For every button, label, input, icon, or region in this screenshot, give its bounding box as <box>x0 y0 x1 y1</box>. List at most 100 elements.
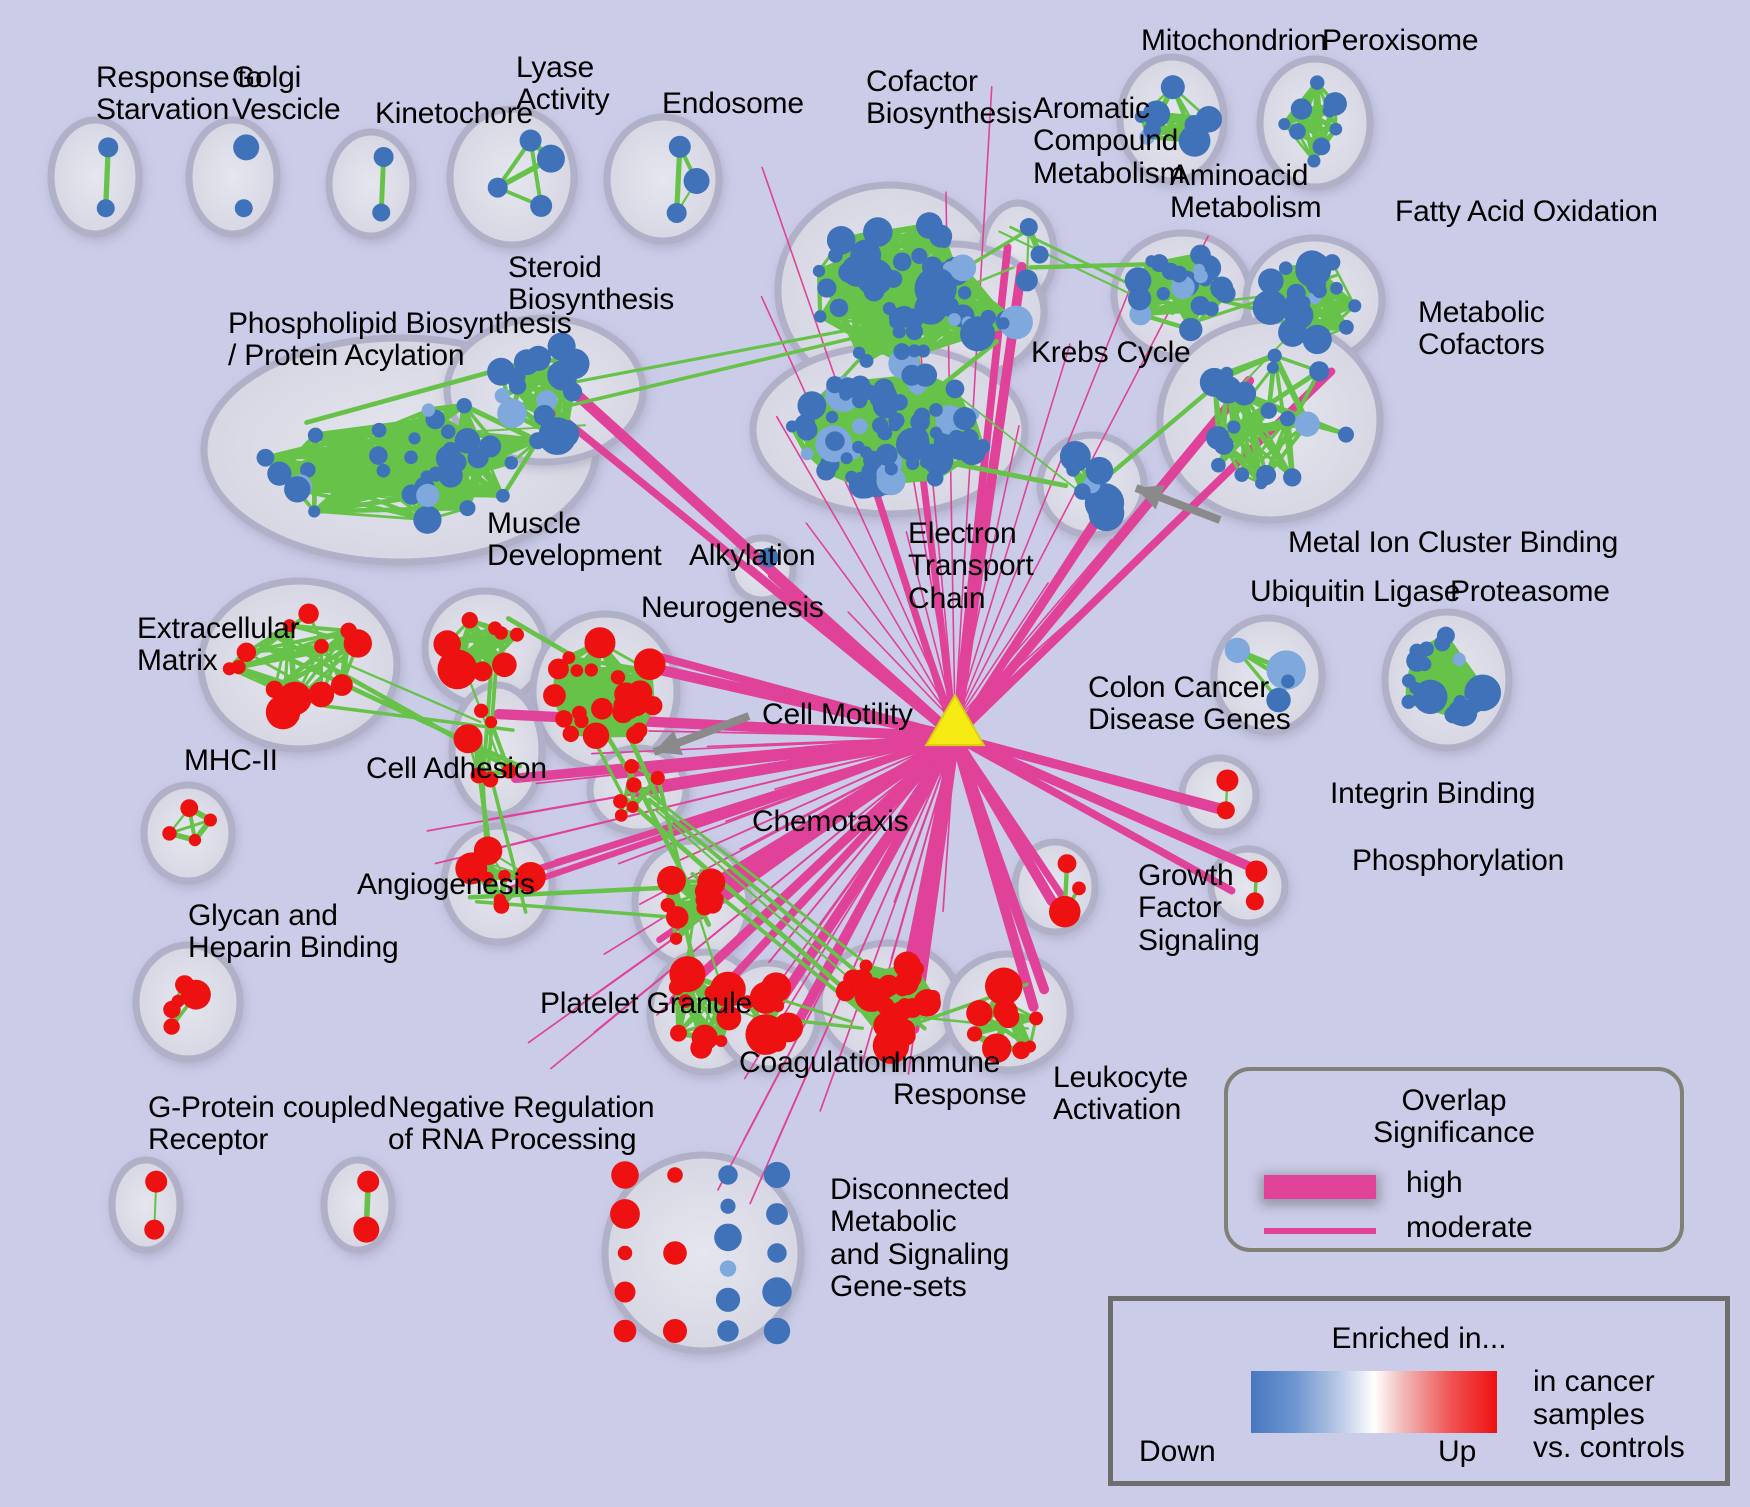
gene-set-node[interactable] <box>891 394 908 411</box>
gene-set-node[interactable] <box>852 440 865 454</box>
disconnected-gene-set-node[interactable] <box>717 1320 739 1342</box>
gene-set-node[interactable] <box>1409 643 1425 659</box>
gene-set-node[interactable] <box>878 279 891 292</box>
gene-set-node[interactable] <box>1447 699 1474 726</box>
gene-set-node[interactable] <box>180 799 199 818</box>
gene-set-node[interactable] <box>234 199 253 218</box>
gene-set-node[interactable] <box>668 135 691 158</box>
disconnected-gene-set-node[interactable] <box>613 1319 637 1343</box>
gene-set-node[interactable] <box>670 1024 687 1042</box>
gene-set-node[interactable] <box>913 363 938 387</box>
gene-set-node[interactable] <box>1048 895 1081 928</box>
gene-set-node[interactable] <box>691 1024 718 1051</box>
gene-set-node[interactable] <box>911 247 928 265</box>
gene-set-node[interactable] <box>1278 118 1291 131</box>
gene-set-node[interactable] <box>340 622 357 640</box>
gene-set-node[interactable] <box>145 1170 168 1193</box>
gene-set-node[interactable] <box>562 382 583 402</box>
gene-set-node[interactable] <box>404 450 418 465</box>
gene-set-node[interactable] <box>761 972 792 1003</box>
gene-set-node[interactable] <box>163 1018 180 1035</box>
gene-set-node[interactable] <box>694 881 715 902</box>
gene-set-node[interactable] <box>408 432 421 445</box>
gene-set-node[interactable] <box>509 627 524 642</box>
gene-set-node[interactable] <box>1401 694 1416 709</box>
gene-set-node[interactable] <box>175 975 195 995</box>
gene-set-node[interactable] <box>900 966 922 988</box>
gene-set-node[interactable] <box>914 267 957 310</box>
gene-set-node[interactable] <box>892 325 906 339</box>
gene-set-node[interactable] <box>353 1216 380 1243</box>
gene-set-node[interactable] <box>421 403 436 417</box>
gene-set-node[interactable] <box>203 813 217 827</box>
gene-set-node[interactable] <box>435 445 462 472</box>
gene-set-node[interactable] <box>1085 456 1114 485</box>
gene-set-node[interactable] <box>923 445 954 476</box>
disconnected-gene-set-node[interactable] <box>663 1241 687 1265</box>
gene-set-node[interactable] <box>555 710 573 728</box>
gene-set-node[interactable] <box>1160 75 1185 100</box>
gene-set-node[interactable] <box>308 681 335 708</box>
gene-set-node[interactable] <box>999 1009 1013 1022</box>
gene-set-node[interactable] <box>570 664 584 677</box>
gene-set-node[interactable] <box>650 770 665 786</box>
disconnected-gene-set-node[interactable] <box>763 1317 791 1345</box>
disconnected-gene-set-node[interactable] <box>766 1203 788 1225</box>
gene-set-node[interactable] <box>859 353 874 368</box>
gene-set-node[interactable] <box>1211 457 1226 473</box>
gene-set-node[interactable] <box>1023 1040 1037 1053</box>
disconnected-gene-set-node[interactable] <box>767 1243 787 1263</box>
gene-set-node[interactable] <box>1452 652 1466 666</box>
gene-set-node[interactable] <box>1184 115 1205 135</box>
gene-set-node[interactable] <box>372 203 391 222</box>
gene-set-node[interactable] <box>957 286 972 300</box>
gene-set-node[interactable] <box>893 343 911 360</box>
gene-set-node[interactable] <box>1210 276 1234 300</box>
gene-set-node[interactable] <box>1330 281 1343 295</box>
gene-set-node[interactable] <box>892 252 912 272</box>
gene-set-node[interactable] <box>233 134 260 161</box>
gene-set-node[interactable] <box>236 642 257 663</box>
gene-set-node[interactable] <box>584 627 616 659</box>
gene-set-node[interactable] <box>826 225 856 255</box>
gene-set-node[interactable] <box>371 422 387 438</box>
gene-set-node[interactable] <box>626 800 639 813</box>
disconnected-gene-set-node[interactable] <box>663 1319 687 1343</box>
gene-set-node[interactable] <box>1469 699 1483 713</box>
gene-set-node[interactable] <box>144 1219 165 1240</box>
gene-set-node[interactable] <box>562 651 576 665</box>
gene-set-node[interactable] <box>960 316 996 352</box>
gene-set-node[interactable] <box>948 429 965 446</box>
gene-set-node[interactable] <box>300 462 316 478</box>
gene-set-node[interactable] <box>582 722 610 749</box>
gene-set-node[interactable] <box>1307 154 1321 168</box>
gene-set-node[interactable] <box>1296 250 1328 283</box>
gene-set-node[interactable] <box>916 344 931 358</box>
gene-set-node[interactable] <box>496 488 510 503</box>
gene-set-node[interactable] <box>1124 267 1152 295</box>
gene-set-node[interactable] <box>519 129 542 152</box>
gene-set-node[interactable] <box>1216 769 1239 792</box>
gene-set-node[interactable] <box>800 447 814 461</box>
gene-set-node[interactable] <box>1436 626 1455 645</box>
gene-set-node[interactable] <box>669 956 706 993</box>
gene-set-node[interactable] <box>1281 674 1295 689</box>
gene-set-node[interactable] <box>624 759 639 774</box>
gene-set-node[interactable] <box>1289 123 1306 140</box>
gene-set-node[interactable] <box>785 420 799 433</box>
gene-set-node[interactable] <box>1150 254 1169 273</box>
gene-set-node[interactable] <box>929 426 943 439</box>
gene-set-node[interactable] <box>907 430 930 453</box>
gene-set-node[interactable] <box>562 725 579 743</box>
gene-set-node[interactable] <box>1309 361 1330 382</box>
gene-set-node[interactable] <box>1427 691 1446 710</box>
gene-set-node[interactable] <box>1072 881 1086 896</box>
gene-set-node[interactable] <box>1192 263 1206 277</box>
gene-set-node[interactable] <box>829 298 849 318</box>
gene-set-node[interactable] <box>428 466 444 482</box>
gene-set-node[interactable] <box>840 452 853 465</box>
gene-set-node[interactable] <box>875 443 898 466</box>
gene-set-node[interactable] <box>1199 367 1229 397</box>
gene-set-node[interactable] <box>330 674 353 696</box>
gene-set-node[interactable] <box>283 619 297 633</box>
